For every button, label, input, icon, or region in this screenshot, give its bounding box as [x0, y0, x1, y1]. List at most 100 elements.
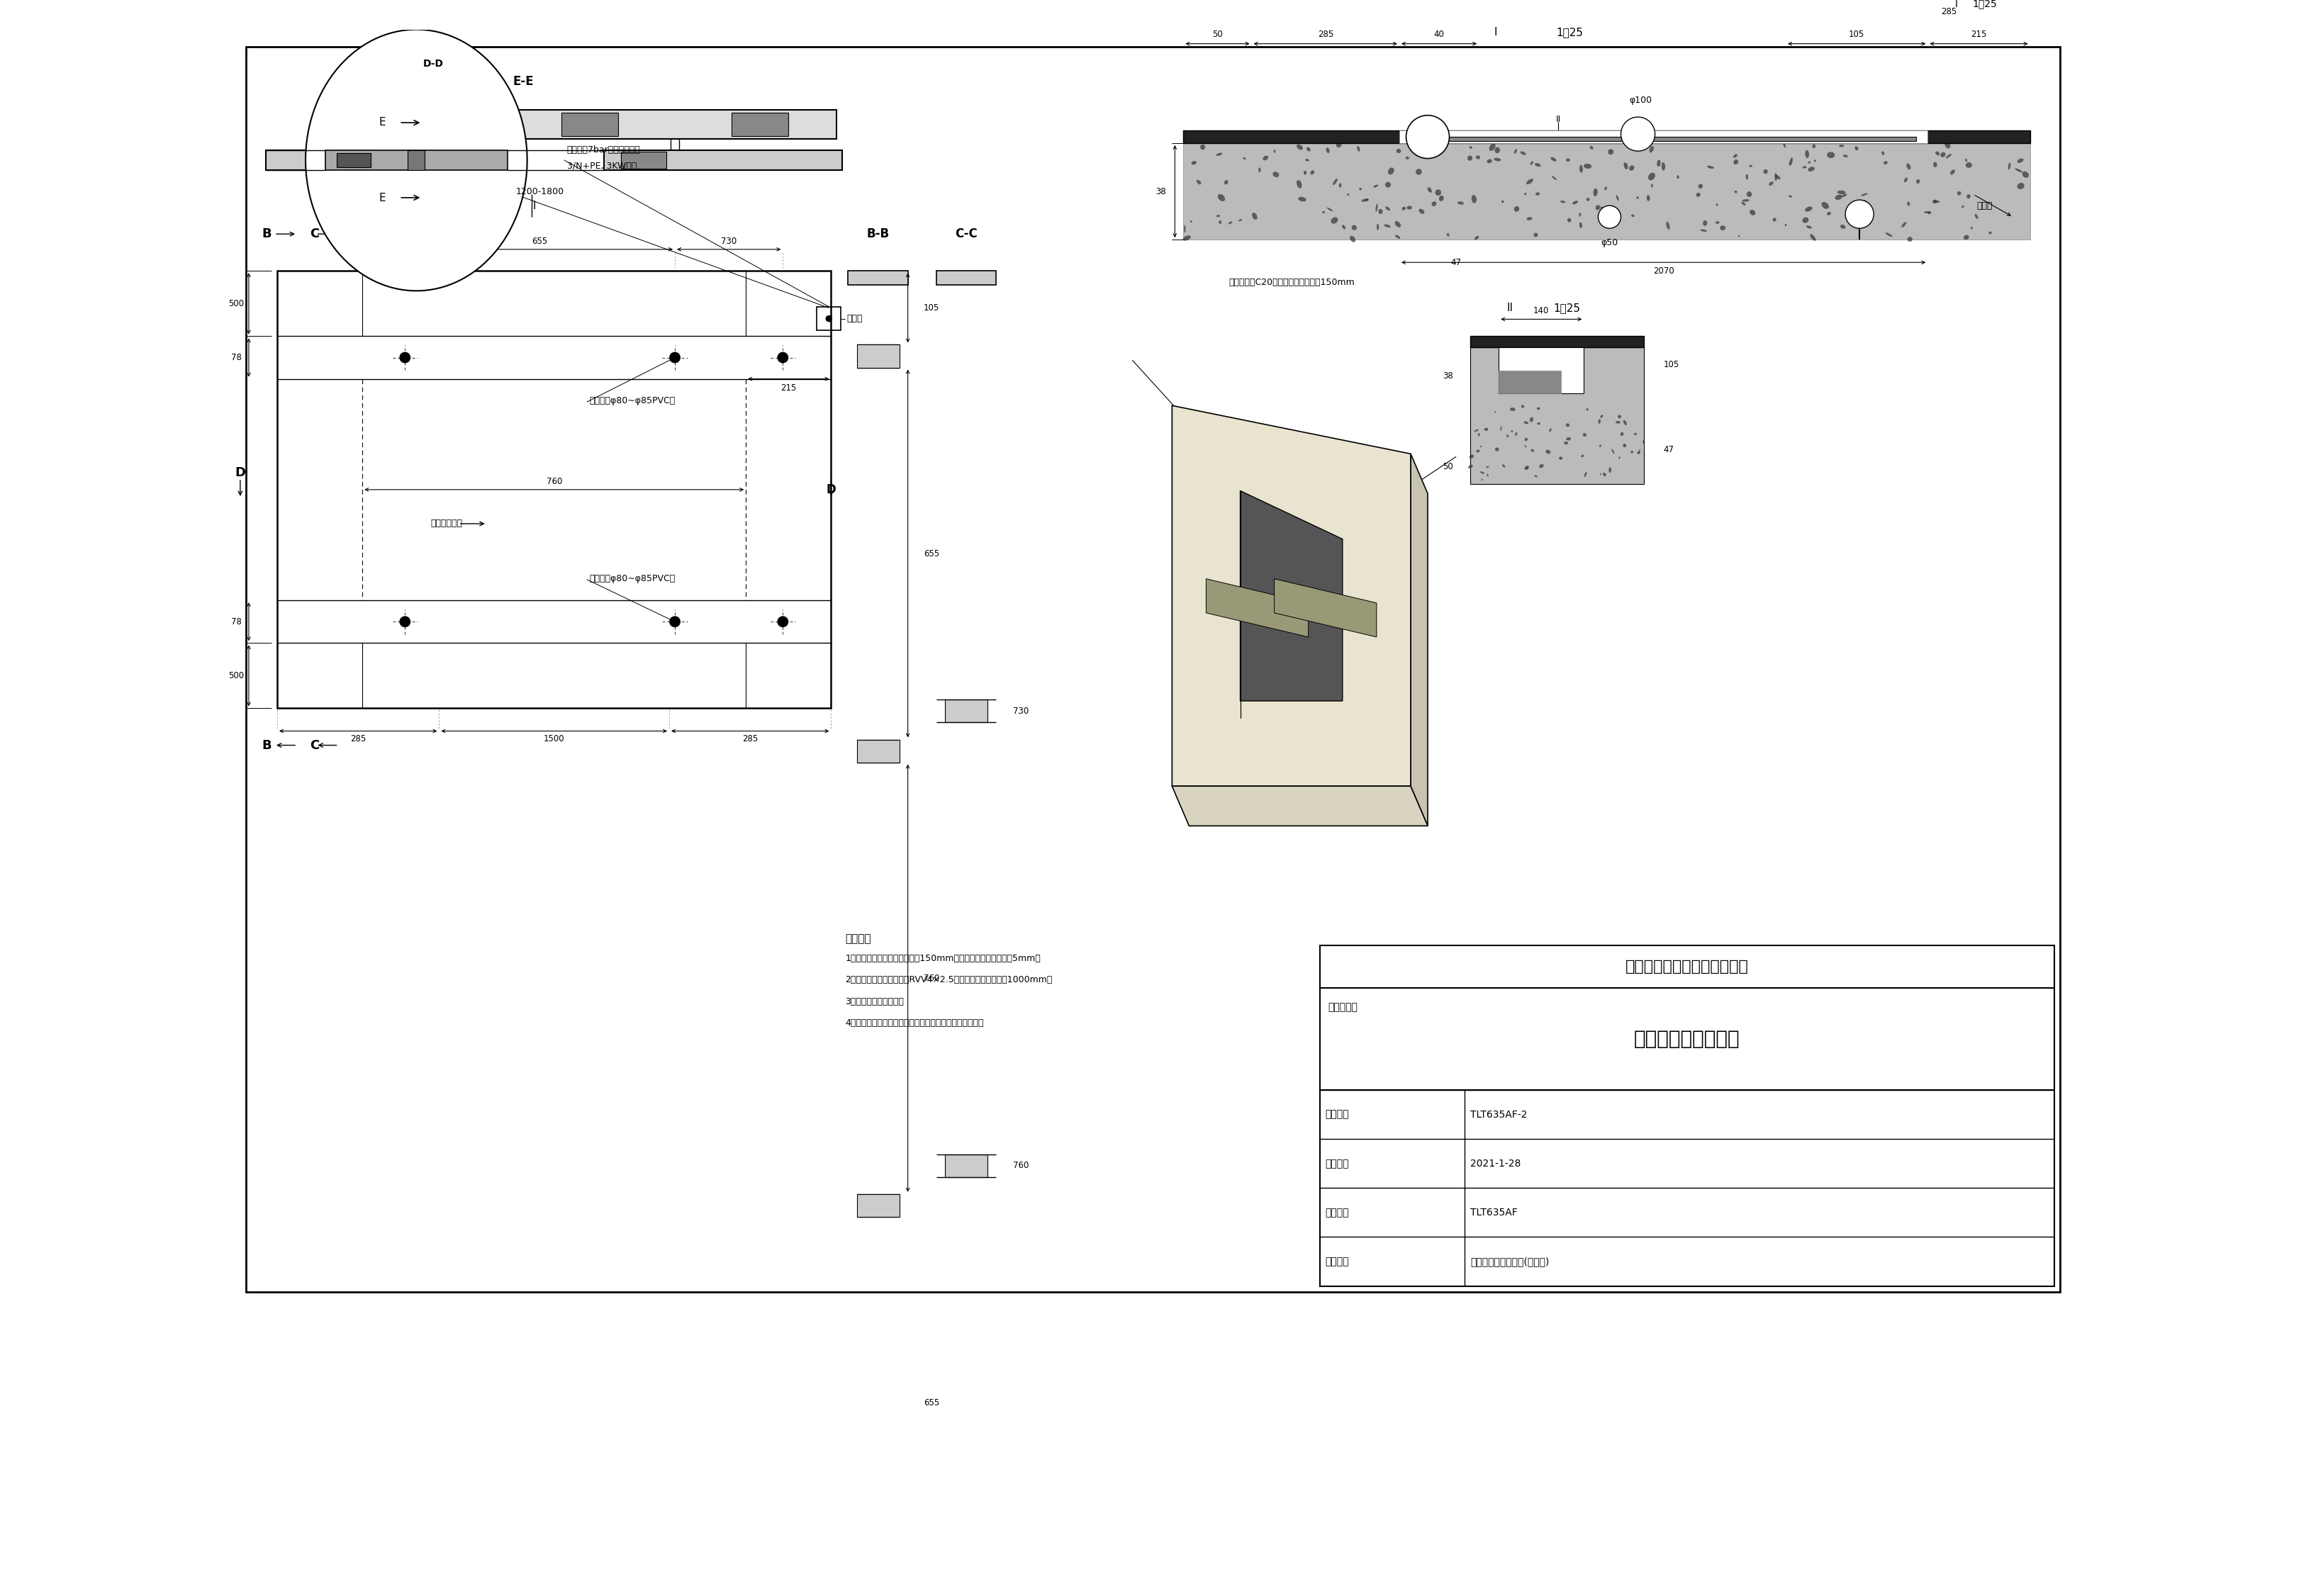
Ellipse shape	[1326, 207, 1333, 211]
Text: 78: 78	[231, 353, 242, 362]
Ellipse shape	[1524, 437, 1527, 440]
Ellipse shape	[1944, 142, 1951, 148]
Ellipse shape	[1741, 201, 1746, 206]
Ellipse shape	[1663, 163, 1665, 171]
Text: 105: 105	[925, 303, 939, 313]
Ellipse shape	[1273, 172, 1280, 177]
Ellipse shape	[1432, 201, 1437, 206]
Ellipse shape	[1527, 217, 1531, 220]
Ellipse shape	[1667, 222, 1670, 230]
Ellipse shape	[1296, 180, 1303, 188]
Ellipse shape	[1932, 163, 1937, 168]
Text: 产品名称: 产品名称	[1326, 1256, 1349, 1267]
Ellipse shape	[1580, 164, 1582, 172]
Bar	[408, 150, 424, 171]
Ellipse shape	[1490, 144, 1497, 152]
Ellipse shape	[1974, 214, 1979, 219]
Ellipse shape	[1365, 198, 1367, 201]
Ellipse shape	[1310, 171, 1314, 174]
Bar	[731, 113, 789, 136]
Ellipse shape	[1545, 450, 1550, 453]
Text: B-B: B-B	[867, 228, 890, 241]
Ellipse shape	[1259, 168, 1261, 172]
Ellipse shape	[1630, 450, 1633, 453]
Ellipse shape	[1515, 206, 1520, 212]
Ellipse shape	[1932, 200, 1937, 204]
Ellipse shape	[1480, 471, 1485, 474]
Text: 控制箱: 控制箱	[846, 314, 862, 324]
Text: 技术要求: 技术要求	[846, 934, 872, 945]
Text: 1：25: 1：25	[1557, 27, 1584, 38]
Ellipse shape	[1734, 160, 1739, 164]
Ellipse shape	[1826, 152, 1836, 158]
Ellipse shape	[1623, 420, 1626, 425]
Ellipse shape	[1886, 233, 1893, 236]
Ellipse shape	[1603, 472, 1607, 476]
Text: 760: 760	[925, 974, 939, 983]
Text: 215: 215	[1972, 30, 1988, 40]
Ellipse shape	[307, 29, 528, 290]
Text: 285: 285	[1317, 30, 1333, 40]
Ellipse shape	[1932, 201, 1939, 203]
Bar	[1471, 348, 1644, 484]
Ellipse shape	[1861, 193, 1868, 196]
Text: E-E: E-E	[512, 75, 535, 88]
Polygon shape	[1411, 453, 1427, 825]
Ellipse shape	[1264, 156, 1268, 160]
Ellipse shape	[1695, 193, 1700, 196]
Ellipse shape	[1826, 212, 1831, 215]
Ellipse shape	[1806, 206, 1813, 212]
Text: 285: 285	[351, 734, 367, 744]
Ellipse shape	[1192, 161, 1197, 164]
Text: 40: 40	[1434, 30, 1444, 40]
Text: 285: 285	[743, 734, 759, 744]
Text: 深圳市元征科技股份有限公司: 深圳市元征科技股份有限公司	[1626, 959, 1748, 974]
Ellipse shape	[1386, 206, 1391, 211]
Text: 超薄小剪产品地基图: 超薄小剪产品地基图	[1635, 1029, 1741, 1049]
Ellipse shape	[2022, 171, 2029, 177]
Ellipse shape	[1446, 233, 1448, 236]
Text: 50: 50	[1213, 30, 1222, 40]
Ellipse shape	[1536, 192, 1540, 196]
Ellipse shape	[1962, 206, 1965, 207]
Ellipse shape	[1296, 144, 1303, 150]
Bar	[265, 150, 512, 171]
Ellipse shape	[2009, 163, 2011, 169]
Ellipse shape	[1298, 196, 1305, 201]
Text: B: B	[263, 228, 272, 241]
Circle shape	[399, 616, 410, 627]
Ellipse shape	[1515, 148, 1517, 153]
Ellipse shape	[1524, 468, 1527, 469]
Ellipse shape	[1935, 152, 1939, 155]
Text: 78: 78	[231, 618, 242, 626]
Ellipse shape	[1243, 158, 1245, 160]
Ellipse shape	[1522, 405, 1524, 409]
Ellipse shape	[1485, 428, 1487, 431]
Text: φ100: φ100	[1630, 96, 1651, 105]
Ellipse shape	[1395, 235, 1400, 239]
Ellipse shape	[1563, 442, 1568, 444]
Ellipse shape	[1810, 235, 1815, 241]
Ellipse shape	[1923, 211, 1932, 214]
Ellipse shape	[1649, 172, 1656, 180]
Ellipse shape	[1587, 409, 1589, 410]
Text: 655: 655	[925, 549, 939, 559]
Ellipse shape	[1748, 164, 1753, 168]
Polygon shape	[1206, 579, 1308, 637]
Ellipse shape	[1607, 148, 1614, 155]
Ellipse shape	[1676, 176, 1679, 179]
Ellipse shape	[1531, 448, 1533, 452]
Ellipse shape	[1580, 222, 1582, 228]
Circle shape	[1598, 206, 1621, 228]
Ellipse shape	[1305, 160, 1310, 161]
Text: 1：25: 1：25	[1554, 303, 1580, 313]
Bar	[337, 153, 371, 168]
Text: 车辆驶入方向: 车辆驶入方向	[431, 519, 464, 528]
Circle shape	[669, 353, 680, 362]
Text: 3、控制箱可左右互换；: 3、控制箱可左右互换；	[846, 998, 904, 1005]
Ellipse shape	[1907, 236, 1912, 241]
Ellipse shape	[1838, 145, 1845, 147]
Bar	[620, 152, 666, 169]
Text: B: B	[263, 739, 272, 752]
Ellipse shape	[1252, 212, 1257, 220]
